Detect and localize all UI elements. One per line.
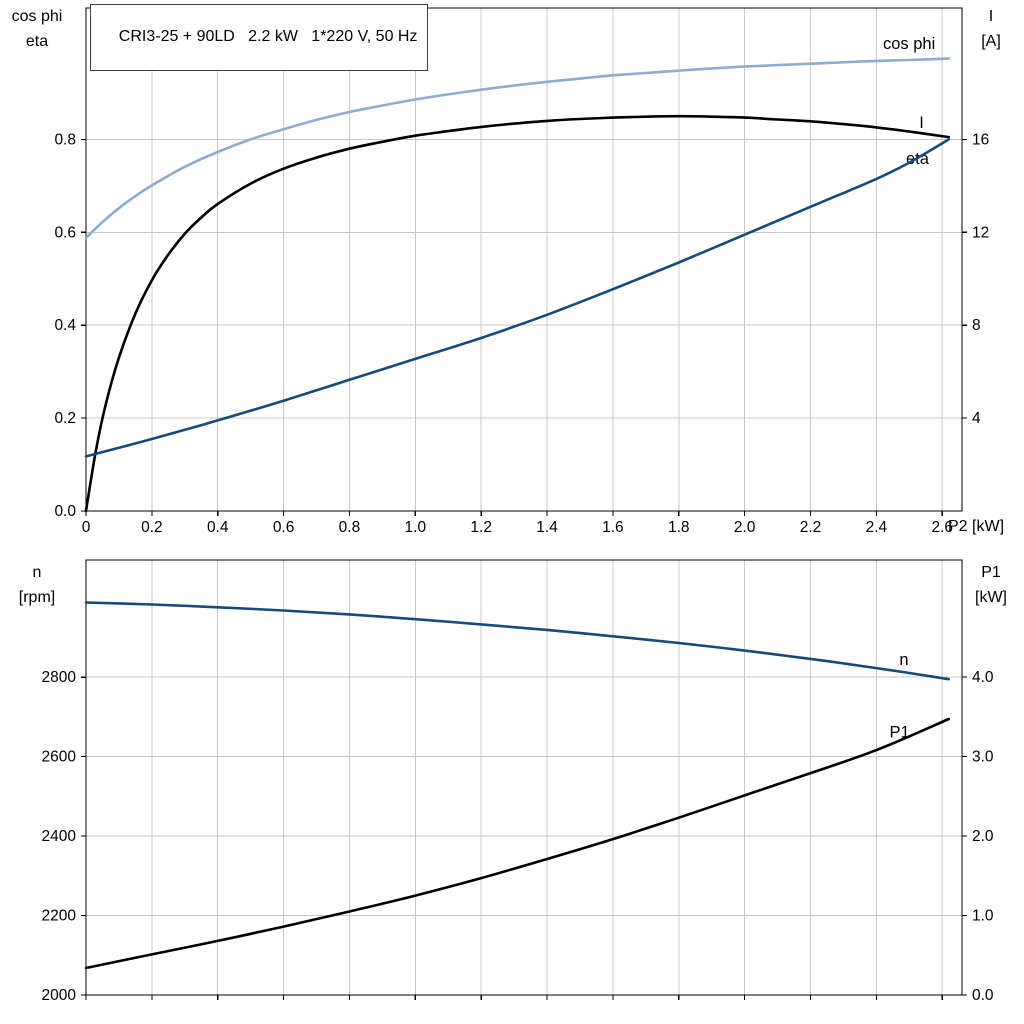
plot-frame [85, 7, 963, 512]
x-tick-label: 1.4 [536, 519, 558, 536]
x-tick-label: 2.0 [734, 519, 756, 536]
series-label-p1: P1 [890, 724, 910, 742]
x-tick-label: 0.4 [207, 519, 229, 536]
series-label-i: I [919, 114, 924, 132]
y-left-tick-label: 2600 [42, 749, 77, 766]
y-right-tick-label: 16 [972, 131, 989, 148]
x-tick-label: 2.6 [931, 519, 953, 536]
series-cos-phi [84, 57, 951, 240]
axis-label-p1-unit: [kW] [975, 589, 1007, 606]
top-right-axis-title: I [A] [962, 4, 1020, 54]
chart-title-box: CRI3-25 + 90LD 2.2 kW 1*220 V, 50 Hz [90, 4, 429, 71]
x-tick-label: 2.2 [800, 519, 822, 536]
x-tick-label: 2.4 [866, 519, 888, 536]
series-p1 [84, 717, 951, 970]
top-chart: 0 0.2 0.4 0.6 0.8 1.0 1.2 1.4 1.6 1.8 2.0 2.2 2.4 2.6… [54, 7, 989, 536]
x-tick-label: 1.0 [405, 519, 427, 536]
y-left-tick-label: 2800 [42, 669, 77, 686]
axis-label-current-unit: [A] [981, 33, 1001, 50]
y-left-tick-label: 2400 [42, 828, 77, 845]
axis-label-current: I [988, 8, 994, 25]
x-tick-label: 1.8 [668, 519, 690, 536]
y-left-tick-label: 0.0 [54, 503, 76, 520]
y-right-tick-label: 12 [972, 224, 989, 241]
y-right-tick-label: 4.0 [972, 669, 994, 686]
bottom-left-axis-title: n [rpm] [2, 560, 72, 610]
y-left-tick-label: 0.4 [54, 317, 76, 334]
bottom-chart: 2000 2200 2400 2600 2800 0.0 1.0 2.0 3.0 4.0 n P1 [42, 559, 994, 1004]
series-label-cos-phi: cos phi [883, 35, 935, 53]
y-left-tick-label: 2000 [42, 987, 77, 1004]
y-right-tick-label: 4 [972, 410, 981, 427]
x-tick-label: 0 [82, 519, 91, 536]
y-left-tick-label: 2200 [42, 908, 77, 925]
x-tick-label: 1.2 [470, 519, 492, 536]
series-n [84, 601, 951, 681]
x-tick-label: 0.2 [141, 519, 163, 536]
series-i [84, 138, 951, 458]
axis-label-speed-unit: [rpm] [18, 589, 56, 606]
y-left-tick-label: 0.8 [54, 131, 76, 148]
y-left-tick-label: 0.6 [54, 224, 76, 241]
y-right-tick-label: 8 [972, 317, 981, 334]
top-left-axis-title: cos phi eta [2, 4, 72, 54]
series-eta [84, 114, 951, 513]
bottom-right-axis-title: P1 [kW] [962, 560, 1020, 610]
x-axis-label: P2 [kW] [948, 518, 1005, 535]
series-label-n: n [899, 651, 908, 669]
plot-frame [85, 559, 963, 996]
y-right-tick-label: 3.0 [972, 748, 994, 765]
chart-title: CRI3-25 + 90LD 2.2 kW 1*220 V, 50 Hz [118, 28, 418, 45]
axis-label-speed: n [32, 564, 42, 581]
y-left-tick-label: 0.2 [54, 410, 76, 427]
x-tick-label: 0.6 [273, 519, 295, 536]
y-right-tick-label: 1.0 [972, 907, 994, 924]
x-tick-label: 1.6 [602, 519, 624, 536]
axis-label-eta: eta [25, 33, 49, 50]
y-right-tick-label: 0.0 [972, 987, 994, 1004]
x-tick-label: 0.8 [339, 519, 361, 536]
axis-label-p1: P1 [981, 564, 1001, 581]
y-right-tick-label: 2.0 [972, 828, 994, 845]
axis-label-cos-phi: cos phi [11, 8, 63, 25]
